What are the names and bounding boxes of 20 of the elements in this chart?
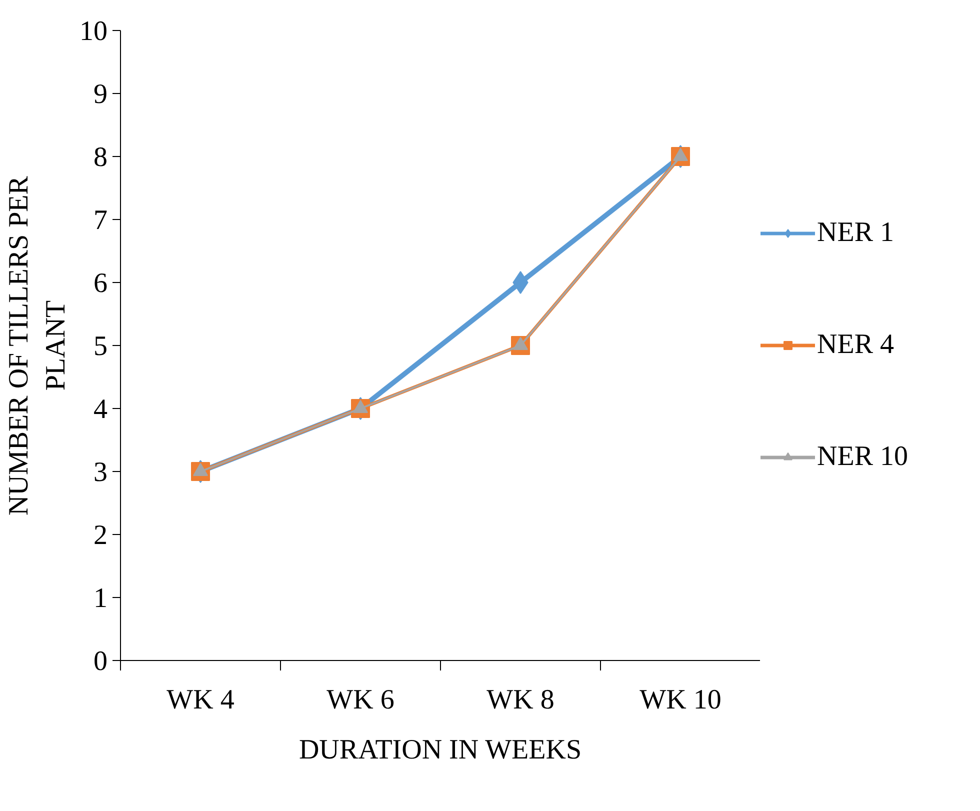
x-tick-label: WK 8 [486, 684, 554, 716]
y-tick-label: 5 [94, 331, 108, 362]
legend-label: NER 4 [817, 329, 894, 361]
legend-label: NER 10 [817, 441, 908, 473]
y-tick-label: 3 [94, 457, 108, 488]
y-tick-label: 10 [80, 16, 108, 47]
y-tick-label: 9 [94, 79, 108, 110]
y-axis-title: NUMBER OF TILLERS PER PLANT [3, 176, 72, 516]
y-tick-label: 2 [94, 520, 108, 551]
y-tick-label: 0 [94, 646, 108, 677]
x-tick-label: WK 6 [326, 684, 394, 716]
x-axis-title: DURATION IN WEEKS [298, 734, 582, 766]
y-tick-label: 7 [94, 205, 108, 236]
legend-label: NER 1 [817, 217, 894, 249]
y-tick-label: 8 [94, 142, 108, 173]
x-tick-label: WK 10 [640, 684, 722, 716]
y-tick-label: 6 [94, 268, 108, 299]
y-tick-label: 4 [94, 394, 108, 425]
x-tick-label: WK 4 [166, 684, 234, 716]
y-tick-label: 1 [94, 583, 108, 614]
